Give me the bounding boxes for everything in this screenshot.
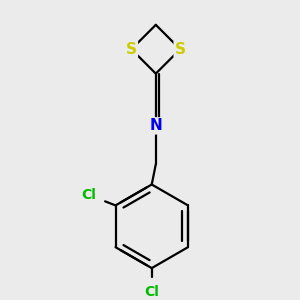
Text: S: S <box>175 42 186 57</box>
Text: S: S <box>126 42 137 57</box>
Text: Cl: Cl <box>81 188 96 202</box>
Text: Cl: Cl <box>144 286 159 299</box>
Text: N: N <box>149 118 162 134</box>
